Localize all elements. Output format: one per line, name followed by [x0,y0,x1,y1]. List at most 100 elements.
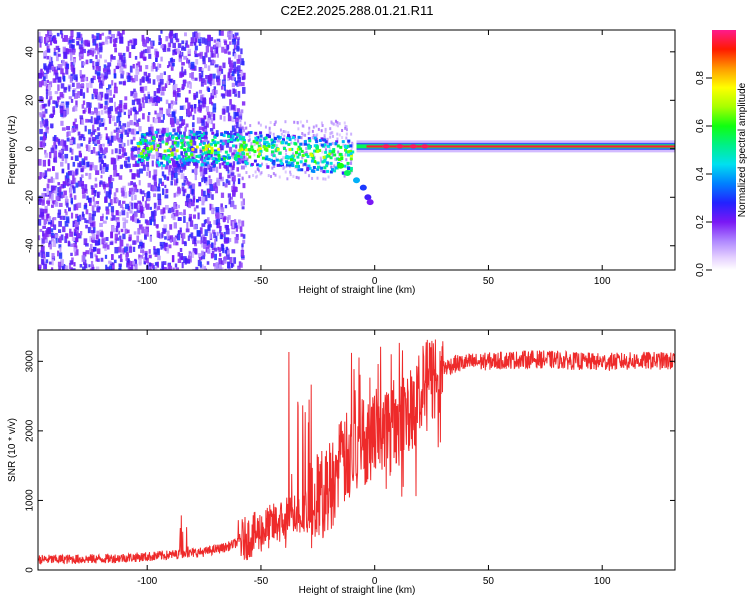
spectrogram-noise-cell [270,153,273,157]
spectrogram-noise-cell [338,133,341,137]
spectrogram-noise-cell [225,142,230,148]
spectrogram-noise-cell [311,129,314,133]
spectrogram-noise-cell [230,172,235,176]
spectrogram-noise-cell [130,181,134,185]
spectrogram-noise-cell [69,260,73,265]
spectrogram-noise-cell [128,236,132,242]
spectrogram-noise-cell [100,73,104,79]
spectrogram-x-tick-label: -100 [137,276,157,287]
spectrogram-noise-cell [99,80,103,85]
spectrogram-noise-cell [78,54,82,61]
spectrogram-noise-cell [169,78,172,83]
spectrogram-noise-cell [218,264,222,270]
spectrogram-noise-cell [104,93,109,100]
spectrogram-noise-cell [162,207,166,214]
spectrogram-noise-cell [236,121,239,129]
spectrogram-noise-cell [215,89,218,95]
spectrogram-noise-cell [95,255,98,262]
spectrogram-noise-cell [96,50,100,55]
spectrogram-band-cell [276,163,280,167]
spectrogram-noise-cell [276,139,279,143]
spectrogram-noise-cell [57,187,61,193]
spectrogram-noise-cell [237,178,241,185]
spectrogram-band-cell [320,143,324,147]
spectrogram-noise-cell [133,231,137,235]
spectrogram-noise-cell [94,177,98,182]
spectrogram-noise-cell [130,153,134,160]
spectrogram-noise-cell [249,124,252,128]
spectrogram-noise-cell [131,78,136,83]
spectrogram-noise-cell [177,217,182,221]
spectrogram-noise-cell [82,266,86,270]
spectrogram-noise-cell [50,193,54,201]
spectrogram-noise-cell [72,174,75,181]
spectrogram-noise-cell [129,266,132,270]
spectrogram-noise-cell [174,101,177,105]
spectrogram-noise-cell [227,115,232,122]
spectrogram-noise-cell [203,115,207,120]
spectrogram-band-cell [228,163,232,167]
spectrogram-noise-cell [109,265,113,270]
spectrogram-noise-cell [135,122,140,127]
spectrogram-noise-cell [208,166,213,172]
spectrogram-noise-cell [210,37,214,42]
spectrogram-noise-cell [58,252,63,259]
spectrogram-noise-cell [143,71,148,76]
spectrogram-noise-cell [106,65,110,73]
spectrogram-noise-cell [97,65,101,72]
spectrogram-noise-cell [185,40,188,47]
spectrogram-noise-cell [181,40,185,45]
spectrogram-noise-cell [163,245,167,251]
spectrogram-noise-cell [100,257,104,262]
spectrogram-noise-cell [181,84,185,89]
spectrogram-noise-cell [158,233,163,240]
spectrogram-noise-cell [40,36,43,43]
spectrogram-noise-cell [209,224,212,228]
spectrogram-band-cell [204,144,208,148]
spectrogram-noise-cell [89,268,92,270]
spectrogram-noise-cell [212,185,216,191]
spectrogram-noise-cell [185,178,189,182]
spectrogram-noise-cell [122,247,126,253]
spectrogram-noise-cell [195,59,199,65]
spectrogram-noise-cell [85,219,90,224]
spectrogram-band-cell [198,130,202,134]
spectrogram-band-cell [162,156,166,160]
spectrogram-noise-cell [139,168,143,174]
spectrogram-noise-cell [130,261,134,267]
spectrogram-band-cell [288,155,292,159]
spectrogram-noise-cell [293,120,296,124]
spectrogram-noise-cell [113,192,117,197]
spectrogram-band-cell [216,159,220,163]
spectrogram-noise-cell [92,146,96,154]
spectrogram-noise-cell [211,89,215,96]
spectrogram-noise-cell [135,69,140,75]
spectrogram-noise-cell [236,108,240,114]
spectrogram-noise-cell [336,132,339,136]
spectrogram-noise-cell [201,70,204,78]
spectrogram-noise-cell [108,189,112,195]
spectrogram-band-cell [266,165,270,169]
spectrogram-noise-cell [265,163,268,167]
spectrogram-band-cell [146,132,150,136]
spectrogram-noise-cell [234,124,237,128]
spectrogram-band-cell [207,154,211,158]
spectrogram-band-cell [200,133,204,137]
spectrogram-noise-cell [109,262,114,266]
spectrogram-band-cell [193,158,197,162]
spectrogram-band-cell [349,144,353,148]
spectrogram-noise-cell [230,165,233,172]
spectrogram-noise-cell [105,40,109,45]
spectrogram-band-cell [233,132,237,136]
spectrogram-noise-cell [250,141,253,145]
spectrogram-band-cell [239,137,243,141]
spectrogram-band-cell [165,142,169,146]
spectrogram-noise-cell [57,250,60,257]
spectrogram-noise-cell [58,63,63,70]
spectrogram-noise-cell [55,45,60,51]
spectrogram-noise-cell [156,248,160,256]
spectrogram-noise-cell [222,108,226,115]
spectrogram-noise-cell [211,242,214,248]
spectrogram-noise-cell [131,187,136,195]
